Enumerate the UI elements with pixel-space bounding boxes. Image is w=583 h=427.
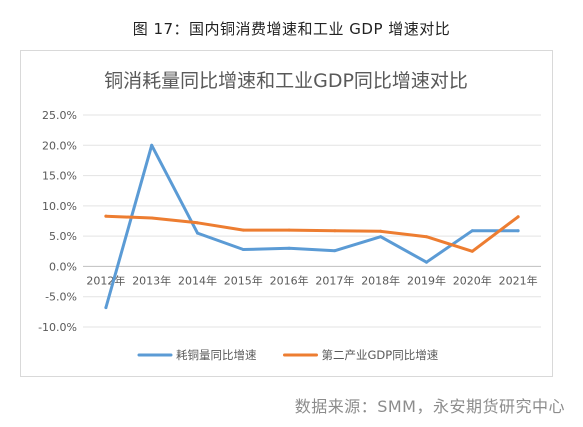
grid-lines [83,114,541,328]
data-point-series-2 [104,214,108,218]
y-tick-label: 25.0% [42,109,77,122]
data-point-series-2 [333,229,337,233]
legend: 耗铜量同比增速 第二产业GDP同比增速 [137,348,439,362]
data-point-series-2 [196,221,199,225]
data-point-series-1 [425,260,428,264]
data-point-series-1 [196,231,199,235]
x-tick-label: 2012年 [86,273,125,287]
data-point-series-2 [150,216,154,220]
data-point-series-2 [425,235,428,239]
data-point-series-1 [333,249,337,253]
x-tick-label: 2016年 [270,273,309,287]
legend-label-2: 第二产业GDP同比增速 [322,348,439,362]
data-point-series-2 [470,249,474,253]
data-point-series-1 [379,235,383,239]
y-tick-label: -5.0% [45,291,77,304]
x-tick-label: 2021年 [499,273,538,287]
series-line-1 [104,143,520,310]
data-point-series-2 [516,215,520,219]
x-tick-label: 2014年 [178,273,217,287]
source-note: 数据来源：SMM，永安期货研究中心 [294,397,565,416]
data-point-series-1 [241,247,245,251]
x-tick-label: 2015年 [224,273,263,287]
y-axis-ticks: 25.0% 20.0% 15.0% 10.0% 5.0% 0.0% -5.0% -10.0% [38,109,77,334]
data-point-series-1 [150,143,154,147]
y-tick-label: 5.0% [49,230,77,243]
y-tick-label: 0.0% [49,260,77,273]
x-axis-ticks: 2012年 2013年 2014年 2015年 2016年 2017年 2018年 2019年… [86,273,537,287]
data-point-series-2 [379,229,383,233]
data-point-series-1 [287,246,291,250]
y-tick-label: -10.0% [38,321,77,334]
data-point-series-1 [470,229,474,233]
series-line-2 [104,214,520,253]
x-tick-label: 2020年 [453,273,492,287]
chart-title: 铜消耗量同比增速和工业GDP同比增速对比 [104,70,468,92]
y-tick-label: 10.0% [42,200,77,213]
data-point-series-1 [516,229,520,233]
y-tick-label: 20.0% [42,139,77,152]
data-point-series-2 [287,228,291,232]
x-tick-label: 2013年 [132,273,171,287]
x-tick-label: 2017年 [315,273,354,287]
x-tick-label: 2018年 [361,273,400,287]
data-point-series-2 [241,228,245,232]
chart-frame: 铜消耗量同比增速和工业GDP同比增速对比 25.0% 20.0% 15.0% 10.0… [20,50,553,377]
line-chart: 铜消耗量同比增速和工业GDP同比增速对比 25.0% 20.0% 15.0% 10.0… [38,70,541,362]
figure-caption: 图 17：国内铜消费增速和工业 GDP 增速对比 [132,20,451,38]
x-tick-label: 2019年 [407,273,446,287]
data-point-series-1 [104,306,108,310]
legend-label-1: 耗铜量同比增速 [176,348,257,362]
series-group [104,143,520,310]
y-tick-label: 15.0% [42,170,77,183]
